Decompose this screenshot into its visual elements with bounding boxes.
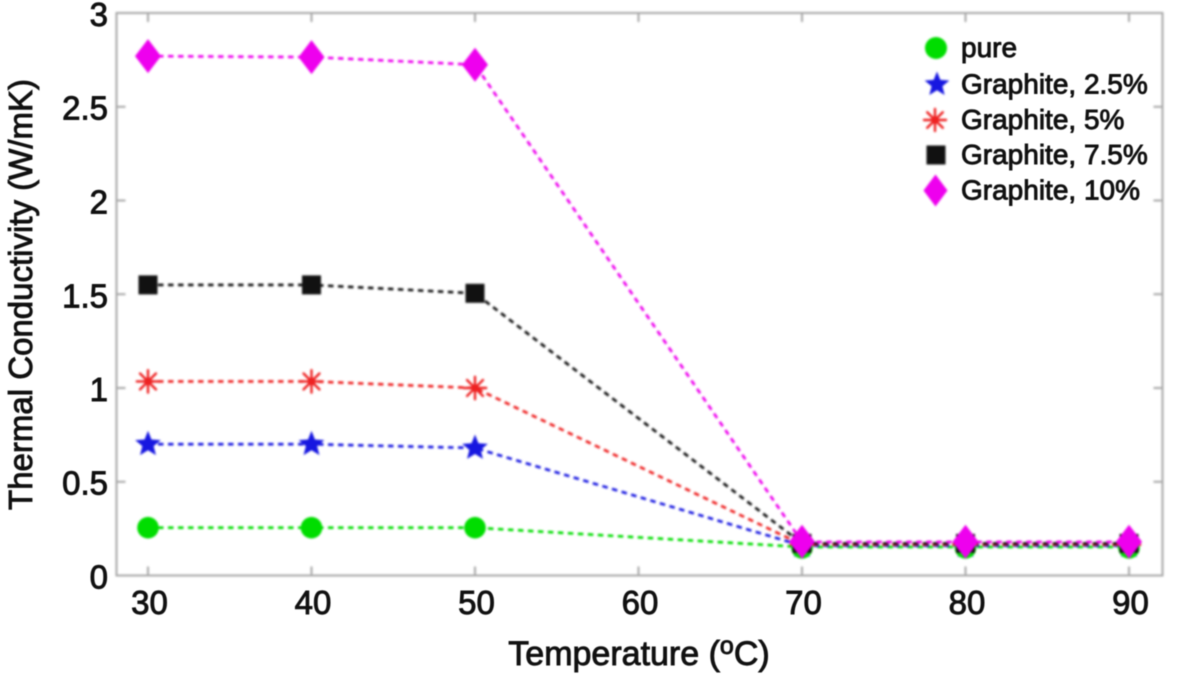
svg-text:40: 40: [295, 584, 332, 621]
svg-text:80: 80: [949, 584, 986, 621]
svg-text:pure: pure: [961, 32, 1017, 63]
svg-text:Graphite, 7.5%: Graphite, 7.5%: [961, 139, 1148, 170]
svg-text:0: 0: [90, 559, 108, 596]
svg-text:30: 30: [131, 584, 168, 621]
svg-text:2: 2: [90, 184, 108, 221]
svg-text:Graphite, 10%: Graphite, 10%: [961, 175, 1140, 206]
svg-text:1: 1: [90, 371, 108, 408]
svg-text:60: 60: [622, 584, 659, 621]
svg-text:1.5: 1.5: [62, 277, 108, 314]
svg-text:Graphite, 5%: Graphite, 5%: [961, 104, 1124, 135]
svg-text:50: 50: [458, 584, 495, 621]
svg-text:0.5: 0.5: [62, 465, 108, 502]
svg-text:Graphite, 2.5%: Graphite, 2.5%: [961, 69, 1148, 100]
svg-text:90: 90: [1112, 584, 1149, 621]
svg-text:2.5: 2.5: [62, 90, 108, 127]
svg-text:70: 70: [785, 584, 822, 621]
svg-text:3: 3: [90, 0, 108, 33]
svg-text:Thermal Conductivity (W/mK): Thermal Conductivity (W/mK): [2, 79, 39, 510]
